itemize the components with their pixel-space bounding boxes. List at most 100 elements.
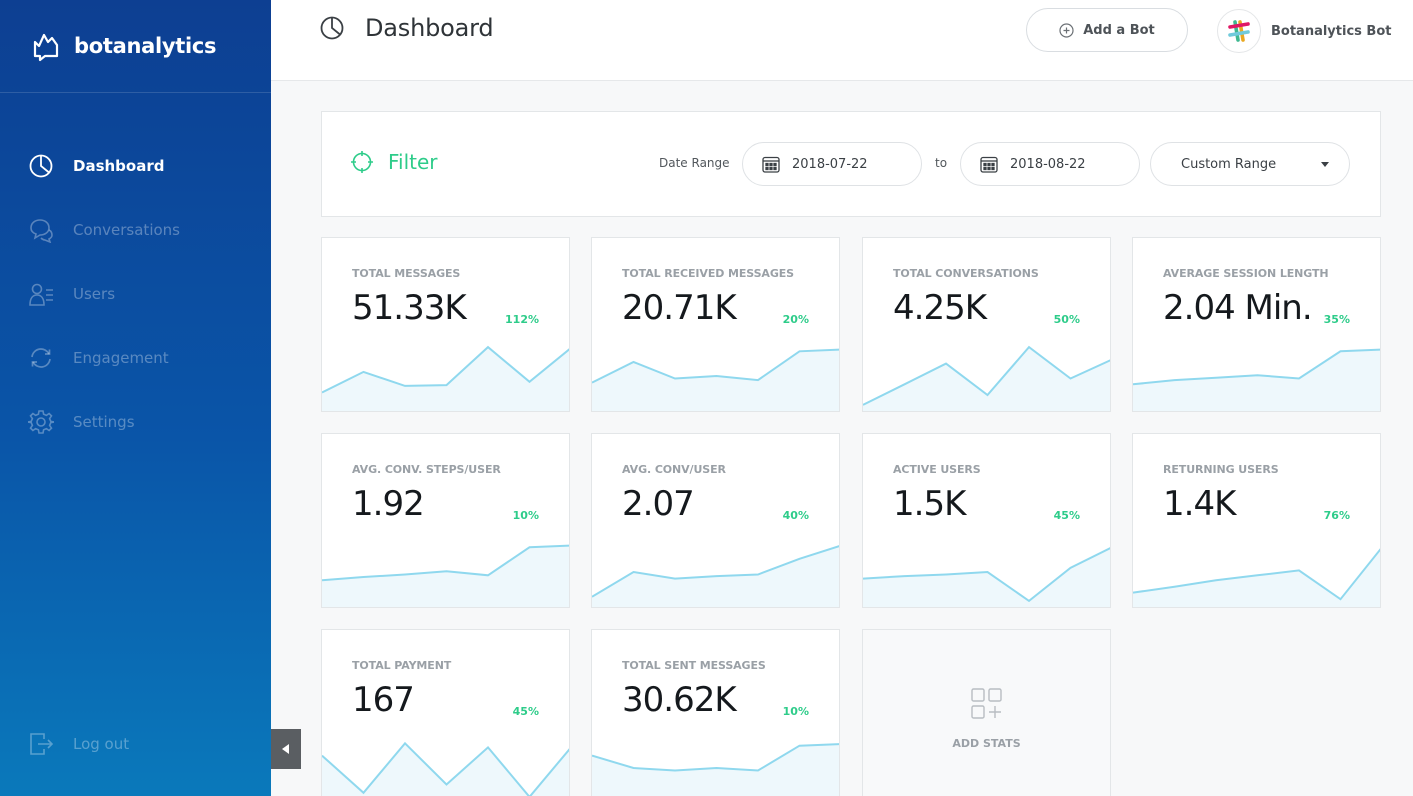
stat-value: 167 [352, 680, 415, 720]
stat-value: 51.33K [352, 288, 467, 328]
page-title-text: Dashboard [365, 14, 494, 42]
sparkline-area [592, 349, 839, 411]
sparkline-area [863, 548, 1110, 607]
stat-value: 20.71K [622, 288, 737, 328]
stat-card[interactable]: TOTAL MESSAGES 51.33K 112% [321, 237, 570, 412]
stat-card[interactable]: TOTAL CONVERSATIONS 4.25K 50% [862, 237, 1111, 412]
stat-label: TOTAL MESSAGES [352, 267, 461, 280]
sidebar-item-dashboard[interactable]: Dashboard [0, 134, 271, 198]
chat-bubbles-icon [28, 217, 54, 243]
sparkline-chart [1133, 348, 1380, 411]
stat-change: 112% [505, 313, 539, 326]
sparkline-line [863, 345, 1110, 406]
stat-change: 10% [512, 509, 539, 522]
stat-change: 35% [1323, 313, 1350, 326]
pie-chart-icon [28, 153, 54, 179]
collapse-sidebar-button[interactable] [271, 729, 301, 769]
sparkline-area [322, 743, 569, 796]
stat-card[interactable]: AVG. CONV/USER 2.07 40% [591, 433, 840, 608]
stat-label: TOTAL RECEIVED MESSAGES [622, 267, 794, 280]
plus-circle-icon [1059, 22, 1074, 38]
add-bot-button[interactable]: Add a Bot [1026, 8, 1188, 52]
caret-down-icon [1321, 162, 1329, 167]
sparkline-area [322, 545, 569, 607]
sparkline-line [592, 545, 839, 598]
users-list-icon [28, 281, 54, 307]
sparkline-line [322, 741, 569, 796]
start-date-input[interactable]: 2018-07-22 [742, 142, 922, 186]
stat-value: 2.07 [622, 484, 695, 524]
stat-card[interactable]: RETURNING USERS 1.4K 76% [1132, 433, 1381, 608]
range-select[interactable]: Custom Range [1150, 142, 1350, 186]
filter-panel: Filter Date Range 2018-07-22 to 2018-08-… [321, 111, 1381, 217]
stat-card[interactable]: TOTAL SENT MESSAGES 30.62K 10% [591, 629, 840, 796]
stat-label: ACTIVE USERS [893, 463, 981, 476]
stat-label: TOTAL CONVERSATIONS [893, 267, 1039, 280]
sparkline-area [322, 347, 569, 411]
chevron-left-icon [282, 744, 289, 754]
sidebar-item-users[interactable]: Users [0, 262, 271, 326]
brand[interactable]: botanalytics [0, 0, 271, 93]
stat-change: 40% [782, 509, 809, 522]
date-range-label: Date Range [659, 156, 730, 170]
logout-section: Log out [0, 712, 271, 776]
avatar [1217, 9, 1261, 53]
end-date-value: 2018-08-22 [1010, 156, 1086, 172]
pie-chart-icon [320, 16, 344, 40]
stat-change: 10% [782, 705, 809, 718]
stat-card[interactable]: AVG. CONV. STEPS/USER 1.92 10% [321, 433, 570, 608]
sparkline-area [863, 347, 1110, 411]
stat-label: AVG. CONV/USER [622, 463, 726, 476]
sparkline-chart [322, 741, 569, 796]
stat-change: 45% [1053, 509, 1080, 522]
stat-card[interactable]: TOTAL PAYMENT 167 45% [321, 629, 570, 796]
add-stats-card[interactable]: ADD STATS [862, 629, 1111, 796]
sparkline-chart [322, 544, 569, 607]
sidebar-item-label: Conversations [73, 221, 180, 239]
sidebar-item-conversations[interactable]: Conversations [0, 198, 271, 262]
stat-label: RETURNING USERS [1163, 463, 1279, 476]
sidebar-nav: Dashboard Conversations Users Engagement… [0, 134, 271, 454]
stat-value: 1.92 [352, 484, 425, 524]
sidebar-item-label: Engagement [73, 349, 169, 367]
brand-name: botanalytics [74, 34, 217, 58]
stat-value: 4.25K [893, 288, 987, 328]
top-header: Dashboard Add a Bot Botanalytics Bot [271, 0, 1413, 81]
sparkline-chart [592, 348, 839, 411]
to-label: to [935, 156, 948, 170]
page-title: Dashboard [319, 14, 494, 42]
end-date-input[interactable]: 2018-08-22 [960, 142, 1140, 186]
filter-title: Filter [351, 150, 438, 174]
logout-button[interactable]: Log out [0, 712, 271, 776]
logout-label: Log out [73, 735, 130, 753]
stat-card[interactable]: ACTIVE USERS 1.5K 45% [862, 433, 1111, 608]
sidebar-item-label: Settings [73, 413, 135, 431]
sparkline-line [322, 544, 569, 582]
sparkline-line [592, 743, 839, 772]
sparkline-chart [863, 547, 1110, 607]
botanalytics-logo-icon [33, 33, 59, 62]
sidebar-item-engagement[interactable]: Engagement [0, 326, 271, 390]
stat-label: AVERAGE SESSION LENGTH [1163, 267, 1329, 280]
add-widget-icon [971, 688, 1002, 719]
calendar-icon [762, 156, 780, 173]
sidebar-item-settings[interactable]: Settings [0, 390, 271, 454]
stat-value: 30.62K [622, 680, 737, 720]
sparkline-area [592, 744, 839, 796]
stat-value: 1.5K [893, 484, 966, 524]
sparkline-area [1133, 349, 1380, 411]
stat-card[interactable]: TOTAL RECEIVED MESSAGES 20.71K 20% [591, 237, 840, 412]
sparkline-line [592, 348, 839, 384]
sparkline-chart [863, 345, 1110, 411]
add-stats-label: ADD STATS [952, 737, 1021, 750]
sidebar: botanalytics Dashboard Conversations Use… [0, 0, 271, 796]
stat-label: AVG. CONV. STEPS/USER [352, 463, 501, 476]
stat-change: 76% [1323, 509, 1350, 522]
stat-card[interactable]: AVERAGE SESSION LENGTH 2.04 Min. 35% [1132, 237, 1381, 412]
sparkline-chart [1133, 548, 1380, 607]
user-menu[interactable]: Botanalytics Bot [1217, 9, 1391, 53]
logout-icon [28, 731, 54, 757]
gear-icon [28, 409, 54, 435]
sparkline-line [1133, 548, 1380, 601]
stat-change: 45% [512, 705, 539, 718]
